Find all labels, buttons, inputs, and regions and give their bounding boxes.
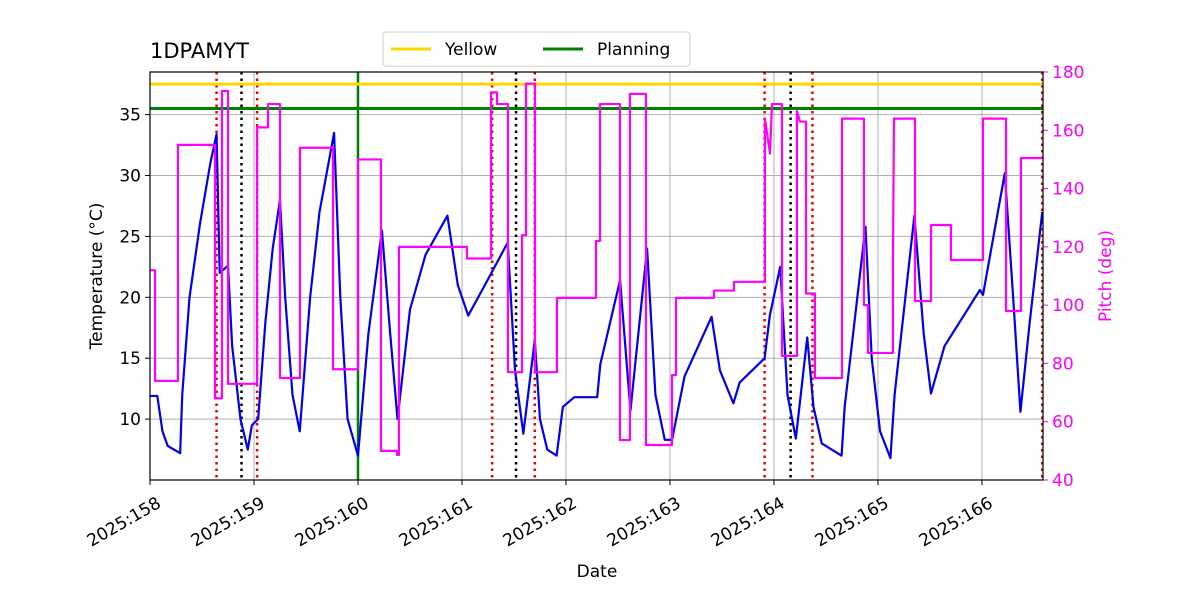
x-tick-label: 2025:159 — [188, 493, 269, 551]
y2-tick-label: 160 — [1052, 121, 1084, 141]
x-tick-label: 2025:161 — [396, 493, 477, 551]
y2-tick-label: 120 — [1052, 238, 1084, 258]
y-tick-label: 25 — [119, 227, 141, 247]
x-tick-label: 2025:160 — [292, 493, 373, 551]
x-tick-label: 2025:165 — [812, 493, 893, 551]
x-tick-label: 2025:162 — [500, 493, 581, 551]
x-tick-label: 2025:166 — [916, 493, 997, 551]
y2-tick-label: 40 — [1052, 471, 1074, 491]
y-tick-label: 35 — [119, 106, 141, 126]
y2-tick-label: 140 — [1052, 180, 1084, 200]
x-tick-label: 2025:163 — [604, 493, 685, 551]
y-tick-label: 30 — [119, 167, 141, 187]
legend-label: Planning — [597, 40, 670, 60]
y2-tick-label: 100 — [1052, 296, 1084, 316]
y-tick-label: 20 — [119, 288, 141, 308]
y2-tick-label: 180 — [1052, 63, 1084, 83]
legend-box — [382, 31, 691, 67]
y-tick-label: 15 — [119, 349, 141, 369]
x-axis-label: Date — [577, 562, 618, 582]
x-tick-label: 2025:164 — [708, 493, 789, 551]
x-tick-label: 2025:158 — [84, 493, 165, 551]
plot-frame — [149, 71, 1044, 481]
legend-label: Yellow — [444, 40, 497, 60]
chart-title: 1DPAMYT — [150, 39, 249, 63]
legend: Yellow Planning — [382, 31, 691, 67]
data-line — [150, 131, 1044, 460]
y-axis-label: Temperature (°C) — [87, 203, 107, 351]
y-tick-label: 10 — [119, 410, 141, 430]
data-line — [150, 82, 1043, 457]
y2-tick-label: 80 — [1052, 354, 1074, 374]
y2-axis-label: Pitch (deg) — [1096, 230, 1116, 322]
y2-tick-label: 60 — [1052, 413, 1074, 433]
